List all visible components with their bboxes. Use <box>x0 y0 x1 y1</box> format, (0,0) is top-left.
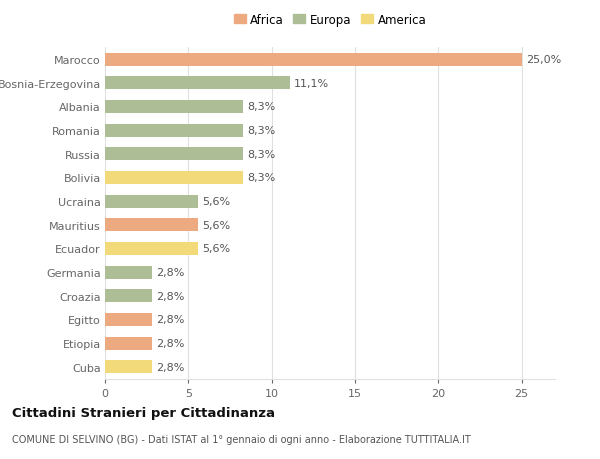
Text: 2,8%: 2,8% <box>156 315 184 325</box>
Text: 5,6%: 5,6% <box>203 220 230 230</box>
Text: 11,1%: 11,1% <box>294 78 329 89</box>
Text: COMUNE DI SELVINO (BG) - Dati ISTAT al 1° gennaio di ogni anno - Elaborazione TU: COMUNE DI SELVINO (BG) - Dati ISTAT al 1… <box>12 434 471 444</box>
Bar <box>105 266 152 279</box>
Bar <box>105 290 152 302</box>
Bar <box>105 172 244 185</box>
Text: 5,6%: 5,6% <box>203 196 230 207</box>
Text: 2,8%: 2,8% <box>156 268 184 277</box>
Text: 2,8%: 2,8% <box>156 362 184 372</box>
Text: 25,0%: 25,0% <box>526 55 561 65</box>
Bar <box>105 101 244 114</box>
Bar <box>105 54 521 67</box>
Bar <box>105 148 244 161</box>
Bar <box>105 337 152 350</box>
Text: 8,3%: 8,3% <box>248 150 276 159</box>
Bar <box>105 242 199 255</box>
Legend: Africa, Europa, America: Africa, Europa, America <box>232 11 428 29</box>
Bar <box>105 195 199 208</box>
Text: 5,6%: 5,6% <box>203 244 230 254</box>
Bar <box>105 360 152 373</box>
Text: 8,3%: 8,3% <box>248 173 276 183</box>
Text: 8,3%: 8,3% <box>248 126 276 136</box>
Text: Cittadini Stranieri per Cittadinanza: Cittadini Stranieri per Cittadinanza <box>12 406 275 419</box>
Bar <box>105 313 152 326</box>
Bar <box>105 124 244 137</box>
Text: 8,3%: 8,3% <box>248 102 276 112</box>
Text: 2,8%: 2,8% <box>156 291 184 301</box>
Text: 2,8%: 2,8% <box>156 338 184 348</box>
Bar <box>105 77 290 90</box>
Bar <box>105 219 199 232</box>
